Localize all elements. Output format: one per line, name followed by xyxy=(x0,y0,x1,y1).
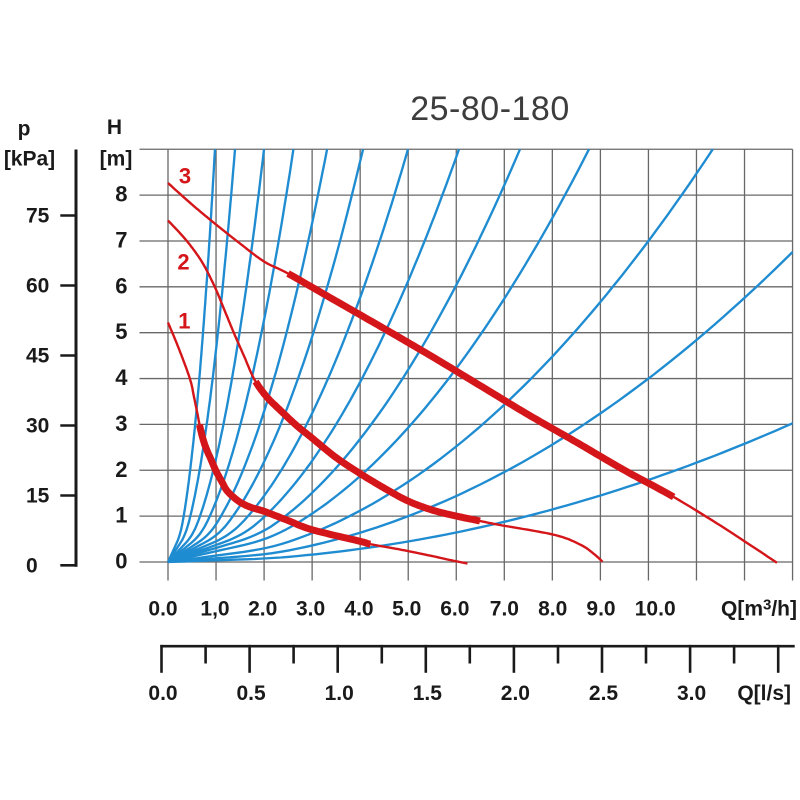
svg-text:1: 1 xyxy=(115,503,127,528)
svg-text:6.0: 6.0 xyxy=(440,598,469,621)
svg-text:6: 6 xyxy=(115,273,127,298)
svg-text:10.0: 10.0 xyxy=(635,598,676,621)
svg-text:0: 0 xyxy=(26,555,38,578)
svg-text:5: 5 xyxy=(115,319,127,344)
svg-text:3: 3 xyxy=(179,164,191,189)
svg-text:0.0: 0.0 xyxy=(148,682,177,705)
svg-text:[m]: [m] xyxy=(100,148,133,171)
svg-text:1: 1 xyxy=(178,308,190,333)
svg-text:15: 15 xyxy=(26,485,50,508)
svg-text:2.0: 2.0 xyxy=(248,598,277,621)
svg-text:75: 75 xyxy=(26,205,50,228)
svg-text:8.0: 8.0 xyxy=(538,598,567,621)
svg-text:60: 60 xyxy=(26,275,49,298)
svg-text:Q[l/s]: Q[l/s] xyxy=(737,682,791,705)
svg-text:Q[m3/h]: Q[m3/h] xyxy=(721,597,797,621)
svg-text:30: 30 xyxy=(26,415,49,438)
svg-text:[kPa]: [kPa] xyxy=(4,148,55,171)
svg-text:1.0: 1.0 xyxy=(325,682,354,705)
svg-text:3.0: 3.0 xyxy=(296,598,325,621)
svg-text:2.5: 2.5 xyxy=(589,682,619,705)
svg-text:9.0: 9.0 xyxy=(586,598,615,621)
svg-text:3.0: 3.0 xyxy=(677,682,706,705)
svg-text:3: 3 xyxy=(115,411,127,436)
svg-text:25-80-180: 25-80-180 xyxy=(410,90,570,128)
svg-text:8: 8 xyxy=(115,182,127,207)
svg-text:p: p xyxy=(18,118,31,141)
svg-text:2: 2 xyxy=(177,249,189,274)
svg-text:7: 7 xyxy=(115,228,127,253)
svg-text:1.5: 1.5 xyxy=(413,682,443,705)
svg-text:5.0: 5.0 xyxy=(392,598,421,621)
svg-text:0.0: 0.0 xyxy=(148,598,177,621)
svg-text:2.0: 2.0 xyxy=(501,682,530,705)
svg-text:H: H xyxy=(107,116,122,139)
svg-text:0.5: 0.5 xyxy=(236,682,266,705)
svg-text:4.0: 4.0 xyxy=(344,598,373,621)
svg-text:7.0: 7.0 xyxy=(490,598,519,621)
svg-text:4: 4 xyxy=(115,365,128,390)
svg-text:1,0: 1,0 xyxy=(200,598,229,621)
svg-text:2: 2 xyxy=(115,457,127,482)
svg-text:0: 0 xyxy=(115,549,127,574)
svg-text:45: 45 xyxy=(26,345,50,368)
